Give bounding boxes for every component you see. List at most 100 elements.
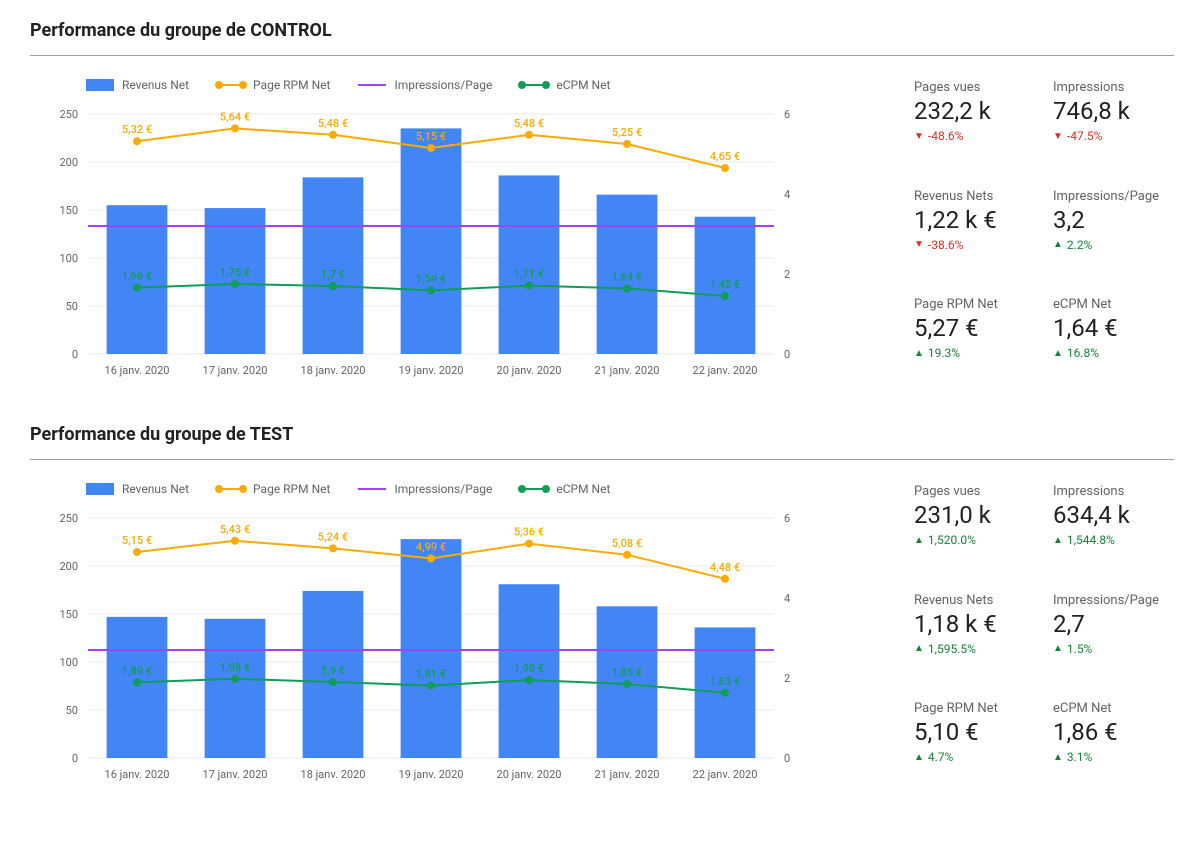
svg-text:1,95 €: 1,95 € [514,662,544,675]
metrics-column: Pages vues 232,2 k ▼ -48.6% Impressions … [914,76,1174,384]
metric-card: Page RPM Net 5,27 € ▲ 19.3% [914,297,1035,384]
svg-text:19 janv. 2020: 19 janv. 2020 [399,768,464,781]
svg-text:150: 150 [59,204,78,217]
svg-text:1,9 €: 1,9 € [321,664,345,677]
metric-delta: ▲ 3.1% [1053,750,1174,764]
svg-text:4,65 €: 4,65 € [710,150,740,163]
svg-text:16 janv. 2020: 16 janv. 2020 [105,364,170,377]
metric-value: 232,2 k [914,97,1035,125]
svg-text:18 janv. 2020: 18 janv. 2020 [301,768,366,781]
metric-delta: ▼ -47.5% [1053,129,1174,143]
ecpm-marker [133,284,141,292]
arrow-up-icon: ▲ [1053,643,1063,654]
ecpm-marker [329,282,337,290]
ecpm-marker [623,284,631,292]
combo-chart: 050100150200250024616 janv. 202017 janv.… [30,508,820,788]
metric-value: 1,64 € [1053,314,1174,342]
arrow-up-icon: ▲ [914,643,924,654]
svg-text:250: 250 [59,108,78,121]
metric-delta: ▲ 2.2% [1053,238,1174,252]
svg-text:17 janv. 2020: 17 janv. 2020 [203,364,268,377]
svg-text:1,81 €: 1,81 € [416,668,446,681]
legend-item-revenus: Revenus Net [86,482,189,496]
svg-text:1,64 €: 1,64 € [612,270,642,283]
rpm-marker [329,544,337,552]
metric-label: eCPM Net [1053,701,1174,716]
arrow-up-icon: ▲ [914,752,924,763]
svg-text:1,85 €: 1,85 € [612,666,642,679]
svg-text:0: 0 [784,752,790,765]
metric-card: Pages vues 231,0 k ▲ 1,520.0% [914,484,1035,571]
bar [303,177,364,354]
svg-text:22 janv. 2020: 22 janv. 2020 [693,364,758,377]
metric-delta-value: 2.2% [1067,238,1092,252]
chart-legend: Revenus Net Page RPM Net Impressions/Pag… [30,76,874,104]
ecpm-marker [427,286,435,294]
svg-text:1,71 €: 1,71 € [514,268,544,281]
metric-card: Impressions 746,8 k ▼ -47.5% [1053,80,1174,167]
svg-text:4,99 €: 4,99 € [416,540,446,553]
svg-text:6: 6 [784,512,790,525]
metric-delta-value: 16.8% [1067,346,1099,360]
svg-text:100: 100 [59,656,78,669]
metric-label: Pages vues [914,80,1035,95]
ecpm-marker [525,282,533,290]
svg-text:5,64 €: 5,64 € [220,110,250,123]
section-divider [30,55,1174,56]
bar [401,539,462,758]
metric-value: 5,27 € [914,314,1035,342]
svg-text:1,63 €: 1,63 € [710,675,740,688]
metric-label: eCPM Net [1053,297,1174,312]
legend-item-ecpm: eCPM Net [520,482,610,496]
metric-delta-value: 1,595.5% [928,642,976,656]
metric-delta-value: 1,520.0% [928,533,976,547]
svg-text:5,48 €: 5,48 € [514,117,544,130]
metric-card: Impressions/Page 3,2 ▲ 2.2% [1053,189,1174,276]
legend-item-impressions-page: Impressions/Page [358,482,492,496]
svg-text:22 janv. 2020: 22 janv. 2020 [693,768,758,781]
ecpm-marker [329,678,337,686]
svg-text:1,98 €: 1,98 € [220,661,250,674]
metric-card: Pages vues 232,2 k ▼ -48.6% [914,80,1035,167]
arrow-up-icon: ▲ [914,348,924,359]
metric-value: 1,22 k € [914,206,1035,234]
metric-delta-value: 19.3% [928,346,960,360]
metric-delta-value: 4.7% [928,750,953,764]
svg-text:19 janv. 2020: 19 janv. 2020 [399,364,464,377]
metric-delta-value: -38.6% [928,238,964,252]
svg-text:21 janv. 2020: 21 janv. 2020 [595,768,660,781]
ecpm-marker [721,689,729,697]
rpm-marker [329,131,337,139]
rpm-marker [133,137,141,145]
metric-delta: ▲ 4.7% [914,750,1035,764]
svg-text:200: 200 [59,560,78,573]
arrow-up-icon: ▲ [1053,535,1063,546]
svg-text:16 janv. 2020: 16 janv. 2020 [105,768,170,781]
legend-label: Revenus Net [122,78,189,92]
bar [107,617,168,758]
metric-delta-value: 1.5% [1067,642,1092,656]
legend-label: Page RPM Net [253,482,330,496]
metric-delta-value: -47.5% [1067,129,1103,143]
metric-card: eCPM Net 1,86 € ▲ 3.1% [1053,701,1174,788]
combo-chart: 050100150200250024616 janv. 202017 janv.… [30,104,820,384]
metric-label: Revenus Nets [914,189,1035,204]
svg-text:250: 250 [59,512,78,525]
performance-section: Performance du groupe de TEST Revenus Ne… [30,424,1174,788]
metric-label: Page RPM Net [914,701,1035,716]
svg-text:1,59 €: 1,59 € [416,272,446,285]
arrow-up-icon: ▲ [914,535,924,546]
metric-delta: ▼ -38.6% [914,238,1035,252]
metric-label: Revenus Nets [914,593,1035,608]
svg-text:5,25 €: 5,25 € [612,126,642,139]
ecpm-marker [231,280,239,288]
rpm-marker [721,164,729,172]
metric-value: 5,10 € [914,718,1035,746]
rpm-marker [721,575,729,583]
performance-section: Performance du groupe de CONTROL Revenus… [30,20,1174,384]
legend-label: eCPM Net [556,78,610,92]
svg-text:4,48 €: 4,48 € [710,561,740,574]
svg-text:1,75 €: 1,75 € [220,266,250,279]
chart-column: Revenus Net Page RPM Net Impressions/Pag… [30,480,874,788]
ecpm-marker [721,292,729,300]
